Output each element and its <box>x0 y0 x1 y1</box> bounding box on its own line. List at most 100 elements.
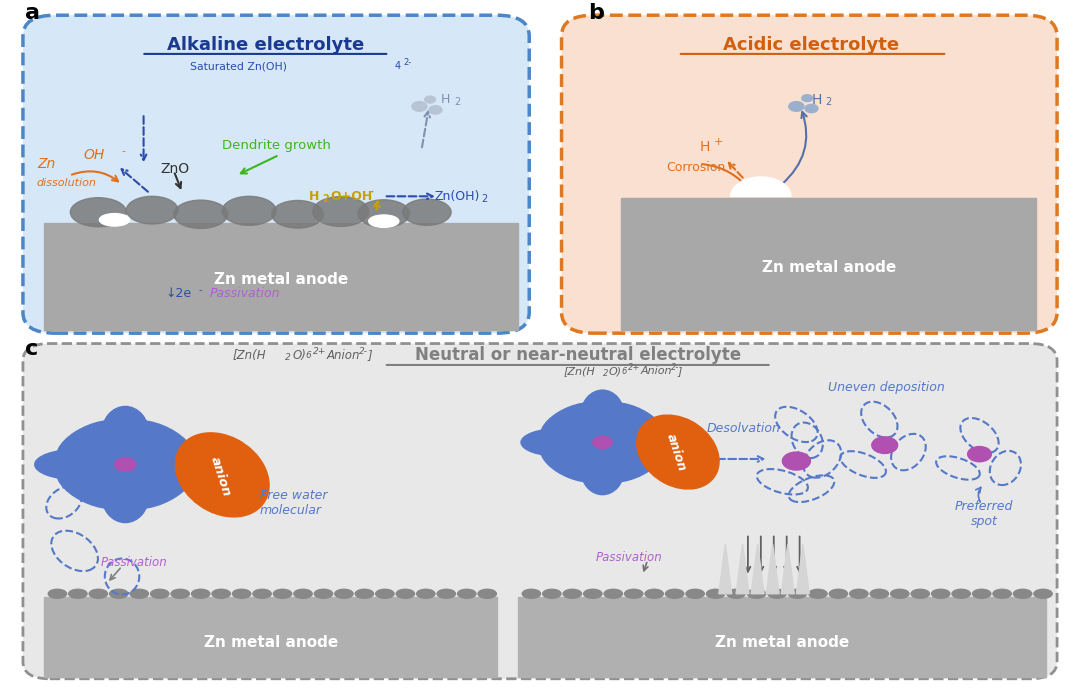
Circle shape <box>429 105 442 114</box>
Text: 6: 6 <box>622 366 627 375</box>
Text: ]: ] <box>678 366 683 376</box>
Text: a: a <box>25 3 40 24</box>
Text: H: H <box>441 93 450 106</box>
Ellipse shape <box>788 589 807 598</box>
Wedge shape <box>731 177 791 196</box>
Ellipse shape <box>313 196 368 226</box>
Ellipse shape <box>1034 589 1052 598</box>
Ellipse shape <box>809 589 827 598</box>
Ellipse shape <box>768 589 786 598</box>
Polygon shape <box>751 544 764 594</box>
Ellipse shape <box>126 196 178 224</box>
Ellipse shape <box>102 407 149 462</box>
Ellipse shape <box>130 449 216 480</box>
Text: ↓2e: ↓2e <box>165 287 191 301</box>
Ellipse shape <box>581 445 624 495</box>
Ellipse shape <box>314 589 333 598</box>
Ellipse shape <box>593 436 612 448</box>
Ellipse shape <box>563 589 581 598</box>
Text: Alkaline electrolyte: Alkaline electrolyte <box>166 36 364 54</box>
Ellipse shape <box>727 589 745 598</box>
Text: Neutral or near-neutral electrolyte: Neutral or near-neutral electrolyte <box>415 346 741 364</box>
Polygon shape <box>781 544 794 594</box>
Ellipse shape <box>478 589 497 598</box>
Ellipse shape <box>665 589 684 598</box>
Text: -: - <box>369 187 374 197</box>
Text: H: H <box>811 92 822 107</box>
Text: Passivation: Passivation <box>596 551 663 564</box>
Ellipse shape <box>191 589 210 598</box>
Ellipse shape <box>130 589 148 598</box>
Polygon shape <box>796 544 809 594</box>
Ellipse shape <box>49 589 67 598</box>
Text: 2+: 2+ <box>313 347 326 356</box>
Text: -: - <box>199 285 202 296</box>
Ellipse shape <box>747 589 766 598</box>
Text: -: - <box>121 146 125 155</box>
Circle shape <box>801 94 812 101</box>
Text: 2-: 2- <box>403 58 411 67</box>
Bar <box>44 223 518 330</box>
Bar <box>621 198 1036 330</box>
Ellipse shape <box>891 589 909 598</box>
Text: H: H <box>309 190 319 203</box>
Text: anion: anion <box>663 432 688 473</box>
Text: [Zn(H: [Zn(H <box>233 349 267 362</box>
Ellipse shape <box>376 589 394 598</box>
Circle shape <box>805 104 818 112</box>
Ellipse shape <box>458 589 476 598</box>
Text: Desolvation: Desolvation <box>707 422 781 435</box>
Ellipse shape <box>993 589 1011 598</box>
Text: [Zn(H: [Zn(H <box>564 366 595 376</box>
Ellipse shape <box>124 464 193 508</box>
Text: O): O) <box>609 366 622 376</box>
Polygon shape <box>737 544 750 594</box>
Text: 6: 6 <box>306 350 311 359</box>
Bar <box>44 598 497 677</box>
Text: Zn(OH): Zn(OH) <box>434 190 480 203</box>
Ellipse shape <box>69 589 87 598</box>
Text: Free water
molecular: Free water molecular <box>260 489 327 516</box>
Ellipse shape <box>174 200 228 228</box>
Ellipse shape <box>110 589 127 598</box>
Ellipse shape <box>953 589 970 598</box>
Ellipse shape <box>829 589 848 598</box>
Ellipse shape <box>99 214 130 226</box>
Text: Saturated Zn(OH): Saturated Zn(OH) <box>190 61 287 71</box>
Ellipse shape <box>355 589 374 598</box>
Text: 2+: 2+ <box>629 363 640 372</box>
Ellipse shape <box>972 589 990 598</box>
Text: c: c <box>25 339 38 359</box>
Ellipse shape <box>542 589 561 598</box>
Ellipse shape <box>222 196 276 226</box>
Ellipse shape <box>541 403 604 443</box>
Circle shape <box>782 452 810 470</box>
Text: Zn: Zn <box>37 157 55 171</box>
Text: Uneven deposition: Uneven deposition <box>828 380 945 393</box>
Ellipse shape <box>602 403 664 443</box>
Ellipse shape <box>523 589 540 598</box>
Ellipse shape <box>686 589 704 598</box>
Text: Zn metal anode: Zn metal anode <box>715 634 850 650</box>
Circle shape <box>411 101 427 111</box>
Ellipse shape <box>606 429 684 456</box>
FancyBboxPatch shape <box>562 15 1057 333</box>
Ellipse shape <box>124 421 193 465</box>
Text: Acidic electrolyte: Acidic electrolyte <box>724 36 900 54</box>
Circle shape <box>788 101 804 111</box>
FancyBboxPatch shape <box>23 15 529 333</box>
Ellipse shape <box>850 589 868 598</box>
Text: O): O) <box>293 349 306 362</box>
Text: O+OH: O+OH <box>330 190 373 203</box>
Text: OH: OH <box>83 148 105 162</box>
Text: 2: 2 <box>603 369 608 378</box>
Circle shape <box>424 96 435 103</box>
Ellipse shape <box>932 589 950 598</box>
Text: Corrosion: Corrosion <box>666 161 726 174</box>
Ellipse shape <box>335 589 353 598</box>
Text: Dendrite growth: Dendrite growth <box>222 139 332 152</box>
Ellipse shape <box>357 200 409 228</box>
Circle shape <box>872 437 897 453</box>
Ellipse shape <box>417 589 435 598</box>
Ellipse shape <box>150 589 168 598</box>
